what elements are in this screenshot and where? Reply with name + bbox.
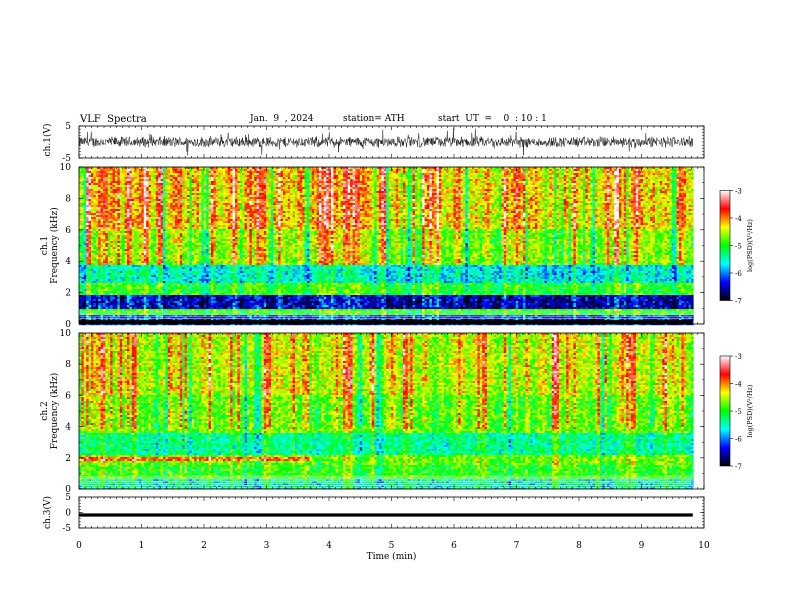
- x-tick-label: 2: [201, 541, 207, 551]
- x-axis: 0 1 2 3 4 5 6 7 8 9 10 Time (min): [76, 497, 710, 562]
- x-tick-label: 0: [76, 541, 82, 551]
- y-tick-label: 6: [65, 391, 71, 401]
- ch1-y-label: ch.1(V): [42, 124, 53, 157]
- y-tick-label: -5: [62, 524, 71, 534]
- colorbar-tick-label: -5: [735, 408, 742, 416]
- x-tick-label: 9: [639, 541, 645, 551]
- ch2-colorbar-label: log(PSD)(V²/Hz): [746, 384, 754, 437]
- ch2-spectrogram-image: [79, 333, 694, 489]
- y-tick-label: 6: [65, 226, 71, 236]
- y-tick-label: 8: [65, 360, 71, 370]
- y-tick-label: 4: [65, 257, 71, 267]
- colorbar-tick-label: -4: [735, 381, 742, 389]
- x-tick-label: 4: [326, 541, 332, 551]
- ch1-waveform-line: [79, 129, 693, 156]
- colorbar-tick-label: -6: [735, 270, 742, 278]
- ch1-y-label: Frequency (kHz): [49, 207, 60, 284]
- colorbar-tick-label: -6: [735, 436, 742, 444]
- y-tick-label: 4: [65, 423, 71, 433]
- ch3-y-label: ch.3(V): [42, 496, 53, 529]
- colorbar-tick-label: -4: [735, 215, 742, 223]
- ch3-waveform-frame: [79, 497, 704, 528]
- y-tick-label: 0: [65, 509, 71, 519]
- y-tick-label: 10: [60, 163, 72, 173]
- x-tick-label: 6: [451, 541, 457, 551]
- colorbar-tick-label: -3: [735, 188, 742, 196]
- colorbar-tick-label: -7: [735, 463, 742, 471]
- ch2-colorbar-gradient: [720, 356, 730, 466]
- y-tick-label: 8: [65, 194, 71, 204]
- x-tick-label: 7: [514, 541, 520, 551]
- colorbar-tick-label: -5: [735, 243, 742, 251]
- ch1-channel-label: ch.1: [40, 236, 50, 255]
- y-tick-label: 5: [65, 493, 71, 503]
- ch1-colorbar-label: log(PSD)(V²/Hz): [746, 219, 754, 272]
- y-tick-label: 5: [65, 122, 71, 132]
- ch1-spectrogram-image: [79, 167, 694, 325]
- x-axis-label: Time (min): [367, 551, 417, 562]
- colorbar-tick-label: -3: [735, 353, 742, 361]
- y-tick-label: 10: [60, 329, 72, 339]
- x-tick-label: 5: [389, 541, 395, 551]
- ch2-channel-label: ch.2: [40, 401, 50, 420]
- ch1-colorbar-gradient: [720, 191, 730, 301]
- y-tick-label: 2: [65, 454, 71, 464]
- colorbar-tick-label: -7: [735, 298, 742, 306]
- y-tick-label: 2: [65, 289, 71, 299]
- x-tick-label: 10: [698, 541, 710, 551]
- x-tick-label: 1: [139, 541, 145, 551]
- ch1-colorbar: -3 -4 -5 -6 -7 log(PSD)(V²/Hz): [720, 188, 754, 306]
- x-tick-label: 3: [264, 541, 270, 551]
- ch2-colorbar: -3 -4 -5 -6 -7 log(PSD)(V²/Hz): [720, 353, 754, 471]
- ch2-y-label: Frequency (kHz): [49, 373, 60, 450]
- x-tick-label: 8: [576, 541, 582, 551]
